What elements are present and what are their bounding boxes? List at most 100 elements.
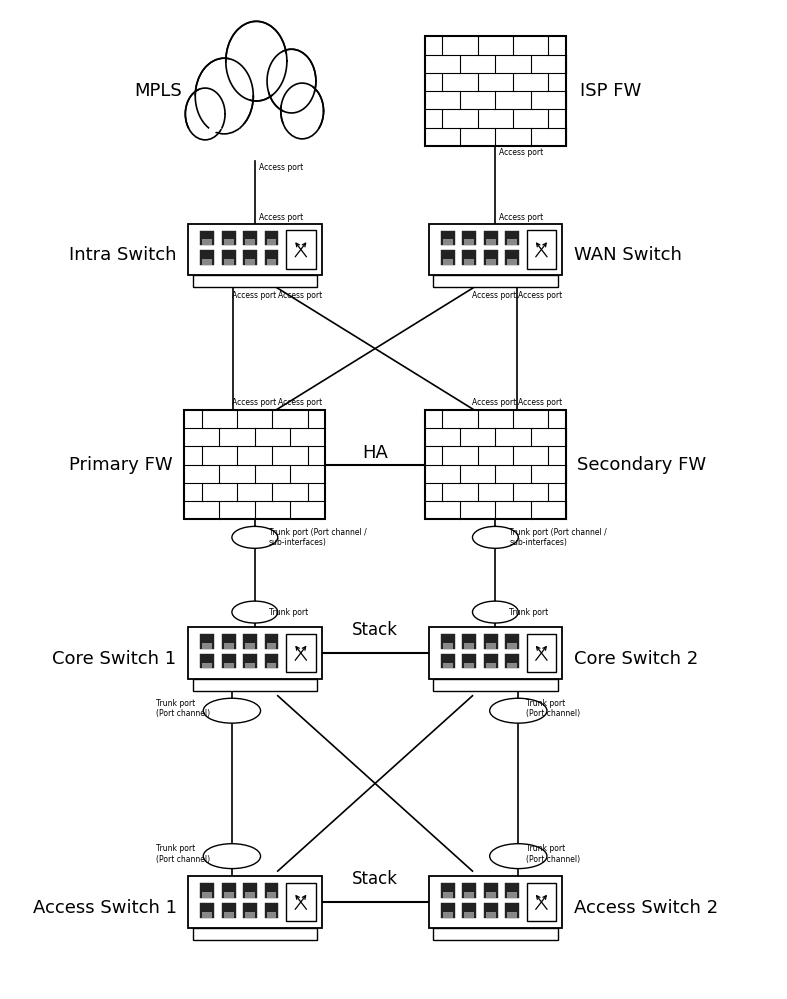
FancyBboxPatch shape (484, 903, 497, 917)
FancyBboxPatch shape (484, 653, 497, 668)
Text: Trunk port
(Port channel): Trunk port (Port channel) (156, 844, 209, 864)
Text: Access port: Access port (499, 148, 544, 157)
Text: Access port: Access port (259, 213, 303, 222)
FancyBboxPatch shape (443, 892, 453, 898)
Text: Trunk port (Port channel /
sub-interfaces): Trunk port (Port channel / sub-interface… (509, 527, 607, 547)
FancyBboxPatch shape (425, 36, 566, 146)
Ellipse shape (472, 601, 519, 623)
FancyBboxPatch shape (184, 410, 326, 519)
FancyBboxPatch shape (201, 883, 214, 898)
Text: Access Switch 1: Access Switch 1 (32, 899, 176, 917)
FancyBboxPatch shape (441, 250, 455, 265)
FancyBboxPatch shape (443, 240, 453, 246)
FancyBboxPatch shape (464, 240, 474, 246)
FancyBboxPatch shape (486, 662, 496, 668)
FancyBboxPatch shape (243, 634, 257, 648)
FancyBboxPatch shape (267, 912, 276, 917)
FancyBboxPatch shape (224, 912, 234, 917)
Text: Trunk port
(Port channel): Trunk port (Port channel) (156, 699, 209, 718)
FancyBboxPatch shape (222, 653, 235, 668)
FancyBboxPatch shape (193, 928, 317, 940)
FancyBboxPatch shape (193, 276, 317, 288)
FancyBboxPatch shape (441, 231, 455, 246)
FancyBboxPatch shape (243, 653, 257, 668)
Text: Trunk port
(Port channel): Trunk port (Port channel) (526, 844, 580, 864)
Text: HA: HA (362, 444, 388, 462)
FancyBboxPatch shape (507, 259, 517, 265)
FancyBboxPatch shape (186, 91, 323, 131)
FancyBboxPatch shape (505, 250, 519, 265)
FancyBboxPatch shape (484, 250, 497, 265)
FancyBboxPatch shape (267, 662, 276, 668)
FancyBboxPatch shape (433, 678, 558, 690)
FancyBboxPatch shape (201, 250, 214, 265)
Circle shape (281, 83, 323, 139)
FancyBboxPatch shape (193, 678, 317, 690)
FancyBboxPatch shape (188, 224, 322, 276)
FancyBboxPatch shape (222, 903, 235, 917)
FancyBboxPatch shape (267, 240, 276, 246)
FancyBboxPatch shape (484, 231, 497, 246)
FancyBboxPatch shape (464, 892, 474, 898)
FancyBboxPatch shape (507, 892, 517, 898)
FancyBboxPatch shape (246, 892, 255, 898)
FancyBboxPatch shape (202, 892, 212, 898)
FancyBboxPatch shape (462, 903, 476, 917)
FancyBboxPatch shape (286, 883, 316, 921)
Text: Intra Switch: Intra Switch (69, 247, 176, 265)
FancyBboxPatch shape (224, 892, 234, 898)
Text: ISP FW: ISP FW (580, 82, 641, 100)
FancyBboxPatch shape (464, 912, 474, 917)
FancyBboxPatch shape (243, 903, 257, 917)
Ellipse shape (203, 844, 260, 868)
FancyBboxPatch shape (286, 231, 316, 269)
FancyBboxPatch shape (505, 634, 519, 648)
FancyBboxPatch shape (202, 643, 212, 648)
Text: Access port: Access port (259, 163, 303, 172)
FancyBboxPatch shape (264, 653, 279, 668)
Text: Stack: Stack (352, 870, 398, 888)
FancyBboxPatch shape (201, 903, 214, 917)
FancyBboxPatch shape (202, 662, 212, 668)
FancyBboxPatch shape (188, 876, 322, 928)
Text: WAN Switch: WAN Switch (574, 247, 682, 265)
Text: Access port: Access port (472, 398, 517, 407)
FancyBboxPatch shape (462, 653, 476, 668)
FancyBboxPatch shape (486, 259, 496, 265)
FancyBboxPatch shape (224, 643, 234, 648)
FancyBboxPatch shape (505, 883, 519, 898)
FancyBboxPatch shape (505, 903, 519, 917)
FancyBboxPatch shape (429, 876, 562, 928)
FancyBboxPatch shape (484, 883, 497, 898)
FancyBboxPatch shape (222, 231, 235, 246)
Text: Secondary FW: Secondary FW (578, 456, 707, 474)
FancyBboxPatch shape (201, 634, 214, 648)
Circle shape (230, 26, 283, 96)
Text: Access port: Access port (499, 213, 544, 222)
FancyBboxPatch shape (429, 627, 562, 678)
Circle shape (185, 88, 225, 140)
FancyBboxPatch shape (441, 634, 455, 648)
FancyBboxPatch shape (243, 883, 257, 898)
FancyBboxPatch shape (201, 653, 214, 668)
Circle shape (267, 49, 316, 113)
FancyBboxPatch shape (264, 634, 279, 648)
FancyBboxPatch shape (425, 410, 566, 519)
Ellipse shape (232, 601, 278, 623)
FancyBboxPatch shape (443, 662, 453, 668)
FancyBboxPatch shape (462, 634, 476, 648)
Text: Access port: Access port (278, 398, 322, 407)
FancyBboxPatch shape (527, 633, 556, 672)
Circle shape (283, 87, 321, 136)
Text: Stack: Stack (352, 621, 398, 639)
Circle shape (199, 63, 249, 129)
Ellipse shape (490, 698, 547, 723)
FancyBboxPatch shape (264, 883, 279, 898)
Text: Access port: Access port (278, 292, 322, 301)
Text: Access port: Access port (232, 292, 276, 301)
FancyBboxPatch shape (462, 231, 476, 246)
Ellipse shape (232, 526, 278, 548)
FancyBboxPatch shape (267, 643, 276, 648)
FancyBboxPatch shape (507, 240, 517, 246)
Text: Trunk port
(Port channel): Trunk port (Port channel) (526, 699, 580, 718)
